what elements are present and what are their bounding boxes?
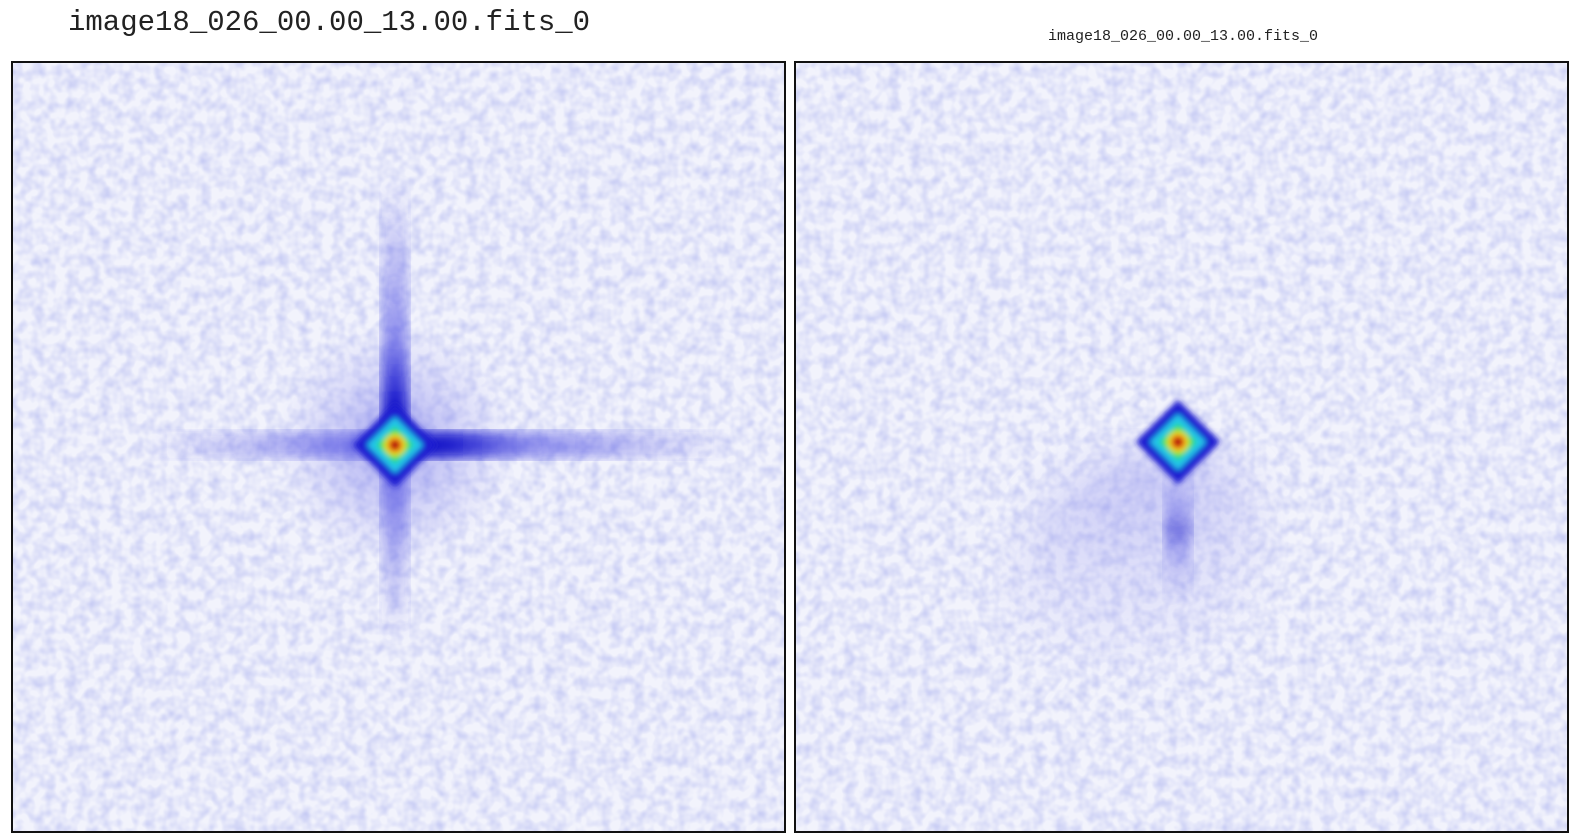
image-panel [13, 63, 784, 831]
panel-title: image18_026_00.00_13.00.fits_0 [1048, 28, 1318, 45]
diffraction-spike [150, 432, 730, 458]
page: image18_026_00.00_13.00.fits_0 image18_0… [0, 0, 1572, 836]
panel-title: image18_026_00.00_13.00.fits_0 [68, 6, 590, 39]
figure: image18_026_00.00_13.00.fits_0 image18_0… [0, 0, 1572, 836]
image-panel [796, 63, 1567, 831]
